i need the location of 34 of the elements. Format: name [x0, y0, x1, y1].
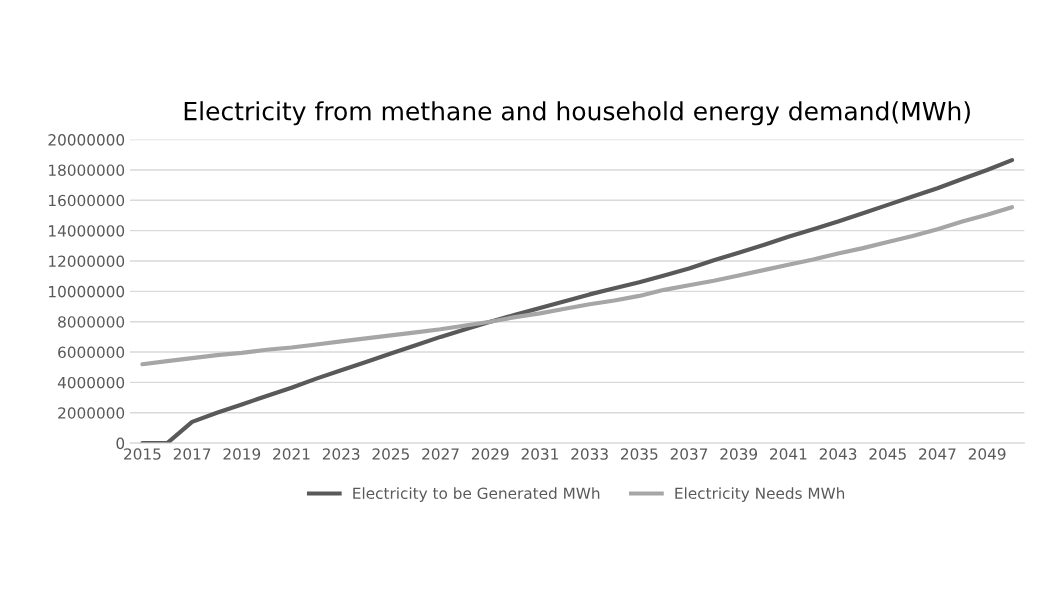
y-tick-label: 8000000 — [58, 316, 125, 328]
y-tick-label: 12000000 — [49, 255, 125, 268]
y-tick-label: 20000000 — [48, 134, 125, 146]
x-tick-label: 2023 — [322, 448, 360, 460]
line-series — [140, 205, 1015, 367]
x-tick-label: 2045 — [869, 448, 906, 460]
x-tick-label: 2035 — [620, 448, 658, 460]
y-tick-label: 14000000 — [49, 225, 125, 237]
y-tick-label: 10000000 — [49, 285, 125, 298]
x-tick-label: 2029 — [471, 448, 509, 460]
x-tick-label: 2031 — [521, 448, 558, 460]
y-tick-label: 4000000 — [57, 376, 125, 389]
x-tick-label: 2043 — [819, 448, 857, 460]
y-tick-label: 0 — [116, 437, 125, 450]
x-tick-label: 2027 — [422, 448, 459, 460]
x-tick-label: 2047 — [919, 448, 956, 460]
x-tick-label: 2021 — [273, 448, 310, 460]
line-series — [140, 158, 1015, 444]
y-tick-label: 2000000 — [58, 407, 125, 419]
y-tick-label: 16000000 — [49, 194, 125, 207]
x-tick-label: 2017 — [173, 448, 211, 460]
x-tick-label: 2025 — [372, 448, 409, 460]
legend-label: Electricity Needs MWh — [675, 487, 845, 502]
x-tick-label: 2033 — [571, 448, 608, 460]
legend-label: Electricity to be Generated MWh — [353, 487, 600, 502]
x-tick-label: 2039 — [720, 448, 758, 460]
chart-title: Electricity from methane and household energy demand(MWh) — [184, 101, 970, 126]
x-tick-label: 2041 — [770, 448, 807, 460]
x-tick-label: 2015 — [124, 448, 161, 460]
y-tick-label: 18000000 — [49, 164, 125, 176]
x-tick-label: 2019 — [223, 448, 261, 460]
x-tick-label: 2037 — [670, 448, 708, 460]
x-tick-label: 2049 — [968, 448, 1006, 460]
y-tick-label: 6000000 — [58, 346, 125, 359]
